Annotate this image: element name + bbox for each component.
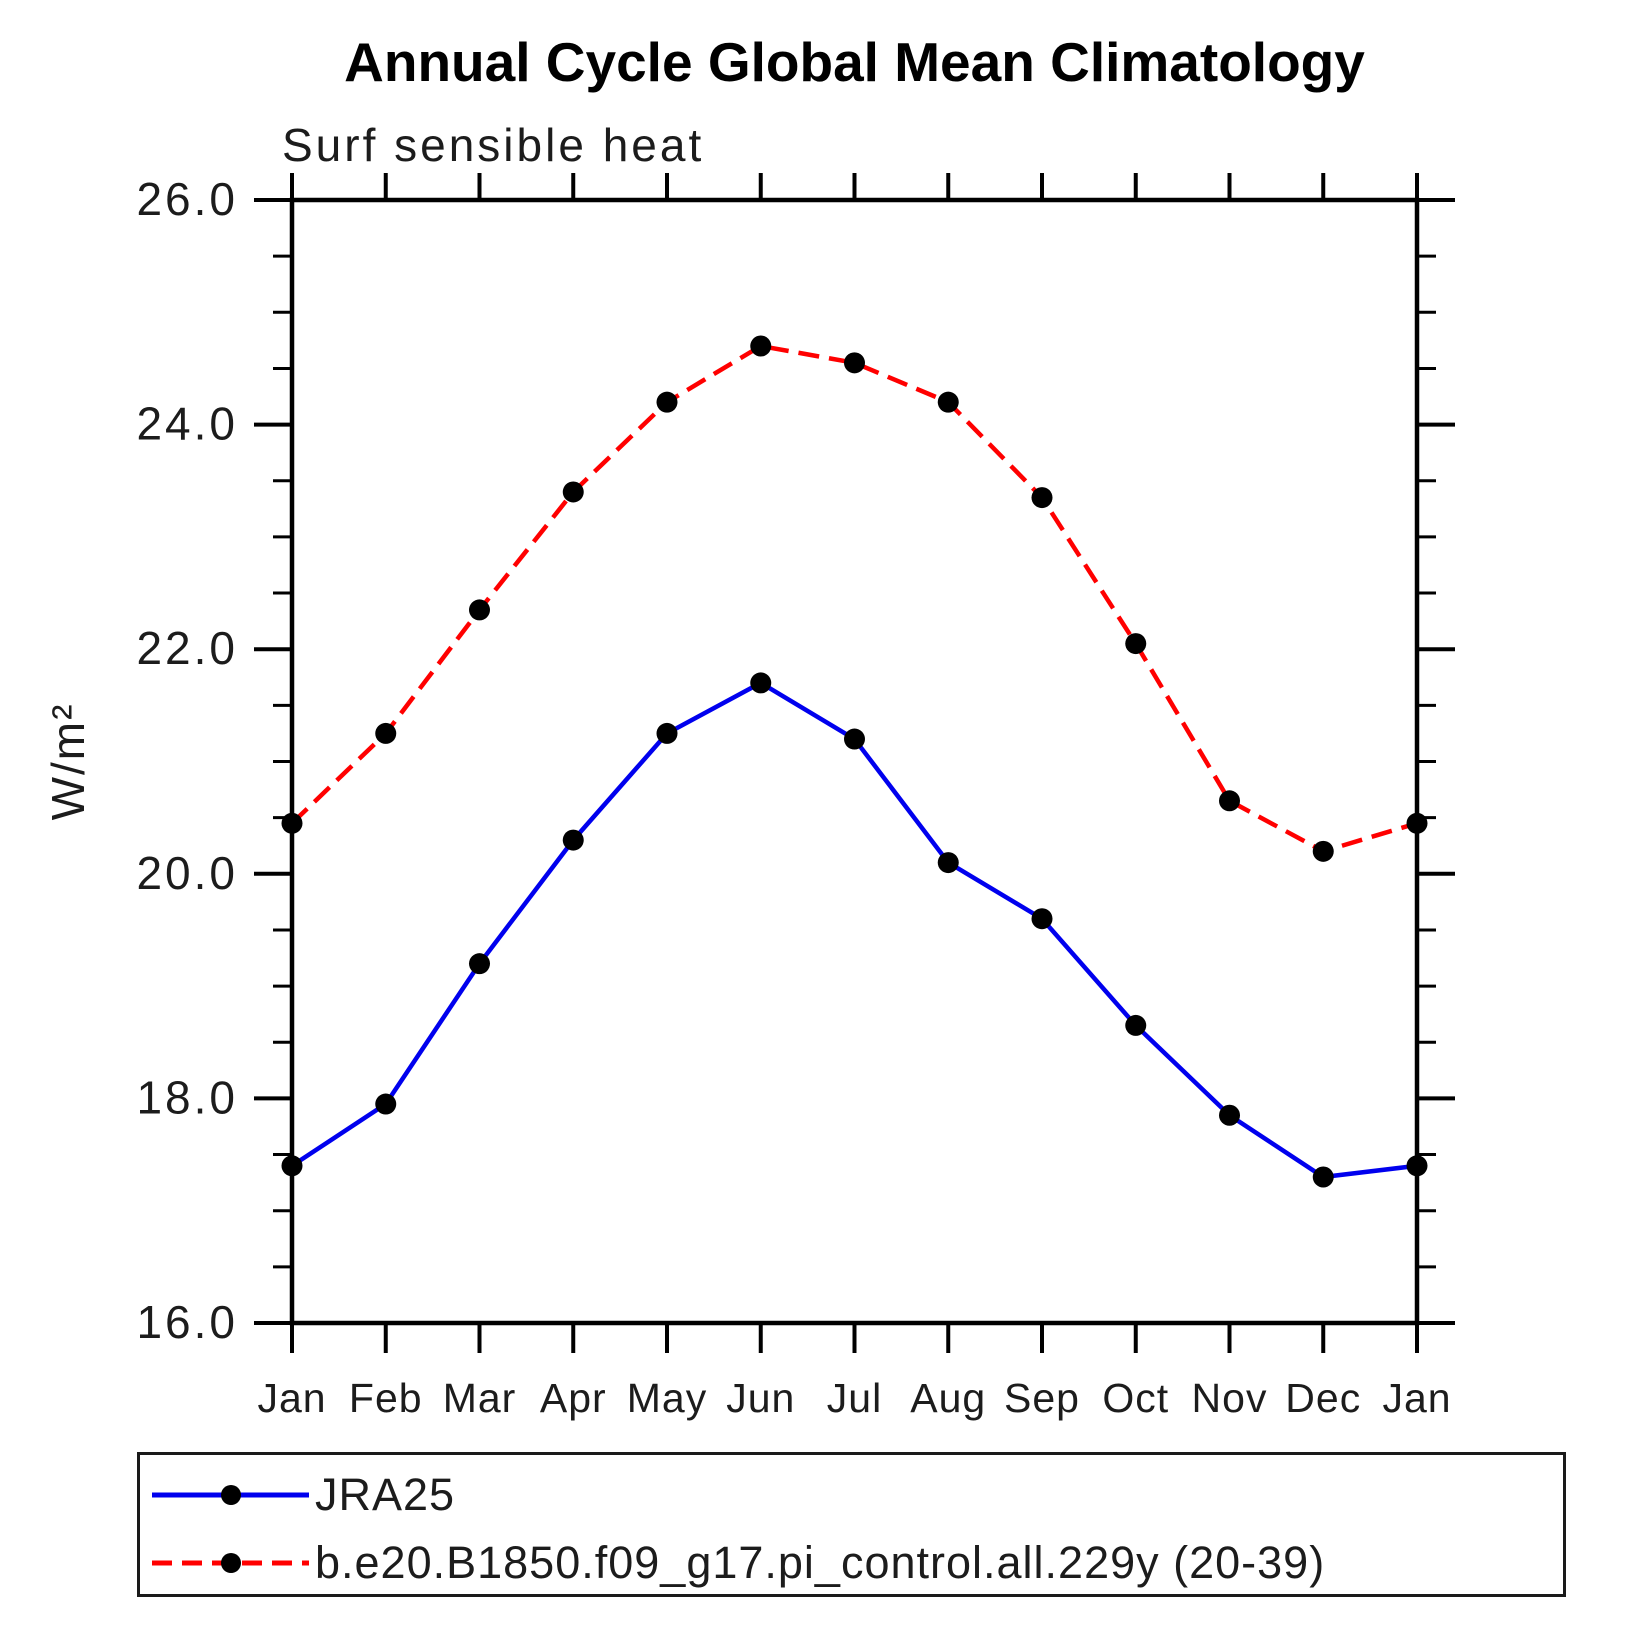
data-point-marker [844,728,865,750]
x-tick-label: Nov [1192,1375,1268,1421]
y-tick-label: 16.0 [136,1296,238,1348]
data-point-marker [562,481,584,503]
legend-marker-dot [221,1485,241,1505]
data-point-marker [1312,840,1334,862]
data-point-marker [656,391,678,413]
x-tick-label: May [627,1375,707,1421]
y-tick-label: 18.0 [136,1071,238,1123]
x-tick-label: Sep [1004,1375,1080,1421]
data-point-marker [281,812,303,834]
x-tick-label: Oct [1102,1375,1169,1421]
x-tick-label: Jan [1382,1375,1451,1421]
legend: JRA25 b.e20.B1850.f09_g17.pi_control.all… [137,1452,1566,1597]
legend-entry-jra25: JRA25 [148,1469,455,1520]
data-point-marker [1031,487,1053,509]
legend-entry-model: b.e20.B1850.f09_g17.pi_control.all.229y … [148,1537,1325,1588]
legend-marker-dot [221,1553,241,1573]
x-tick-label: Aug [910,1375,986,1421]
data-point-marker [562,829,584,851]
chart-title: Annual Cycle Global Mean Climatology [344,31,1365,93]
y-axis-title: W/m² [42,703,94,821]
data-point-marker [937,852,959,874]
data-point-marker [281,1155,303,1177]
data-point-marker [1219,1104,1240,1126]
x-tick-label: Dec [1285,1375,1361,1421]
series-line-jra25 [290,680,1418,1180]
data-point-marker [375,1093,397,1115]
data-point-marker [1312,1166,1334,1188]
x-tick-label: Apr [540,1375,607,1421]
data-point-marker [750,672,772,694]
data-point-marker [375,722,397,744]
data-point-marker [1125,1014,1147,1036]
data-point-marker [469,599,490,621]
data-point-marker [1031,908,1053,930]
legend-label: JRA25 [315,1469,456,1520]
chart-subtitle: Surf sensible heat [282,119,705,171]
y-tick-label: 22.0 [136,622,238,674]
data-point-marker [750,335,772,357]
data-point-marker [1406,812,1428,834]
x-tick-label: Mar [443,1375,517,1421]
legend-label: b.e20.B1850.f09_g17.pi_control.all.229y … [315,1537,1326,1588]
data-point-marker [469,953,490,975]
y-tick-label: 26.0 [136,173,238,225]
data-point-marker [656,722,678,744]
series-line-model [290,343,1418,854]
x-tick-label: Jan [257,1375,326,1421]
legend-line-sample-dashed [152,1553,309,1573]
data-point-marker [1219,790,1240,812]
legend-line-sample-solid [152,1485,309,1505]
x-tick-label: Feb [349,1375,423,1421]
y-tick-label: 20.0 [136,847,238,899]
plot-frame [289,197,1420,1326]
x-tick-label: Jun [726,1375,795,1421]
data-point-marker [1406,1155,1428,1177]
y-tick-label: 24.0 [136,398,238,450]
data-point-marker [937,391,959,413]
data-point-marker [1125,633,1147,655]
data-point-marker [844,352,865,374]
x-tick-label: Jul [827,1375,882,1421]
